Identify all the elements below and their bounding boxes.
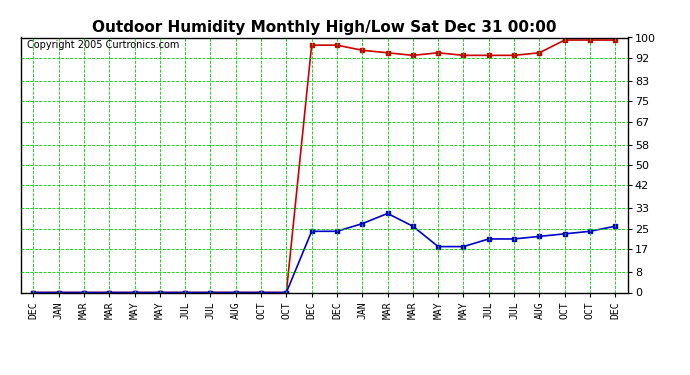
Title: Outdoor Humidity Monthly High/Low Sat Dec 31 00:00: Outdoor Humidity Monthly High/Low Sat De…	[92, 20, 557, 35]
Text: Copyright 2005 Curtronics.com: Copyright 2005 Curtronics.com	[27, 40, 179, 50]
